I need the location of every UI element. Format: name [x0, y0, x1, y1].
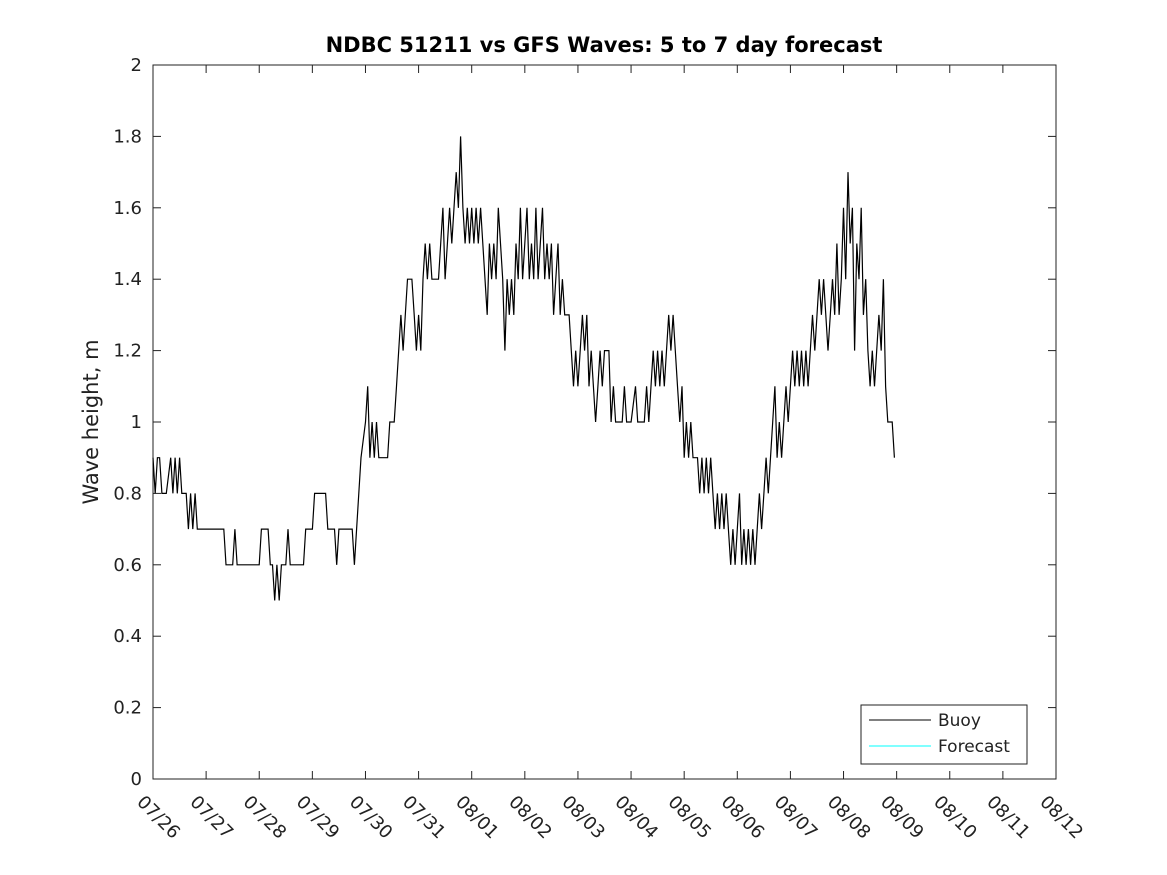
y-tick-label: 0.2	[113, 698, 142, 719]
y-tick-label: 1.8	[113, 126, 142, 147]
series-layer	[152, 136, 895, 601]
y-tick-label: 2	[131, 55, 142, 76]
y-tick-label: 0.6	[113, 555, 142, 576]
legend: Buoy Forecast	[860, 704, 1028, 765]
y-tick-label: 1.4	[113, 269, 142, 290]
series-line-buoy	[152, 136, 895, 601]
plot-area	[152, 64, 1057, 780]
y-tick-label: 0.8	[113, 483, 142, 504]
y-tick-label: 1.6	[113, 198, 142, 219]
legend-box	[860, 704, 1028, 765]
chart-title: NDBC 51211 vs GFS Waves: 5 to 7 day fore…	[326, 33, 883, 57]
legend-forecast-label: Forecast	[938, 737, 1010, 757]
y-axis-label: Wave height, m	[79, 339, 103, 504]
y-axis: 0 0.2 0.4 0.6 0.8 1 1.2 1.4 1.6 1.8 2	[113, 55, 1056, 790]
legend-buoy-label: Buoy	[938, 711, 981, 731]
y-tick-label: 0	[131, 769, 142, 790]
y-tick-label: 1	[131, 412, 142, 433]
y-tick-label: 0.4	[113, 626, 142, 647]
y-tick-label: 1.2	[113, 341, 142, 362]
